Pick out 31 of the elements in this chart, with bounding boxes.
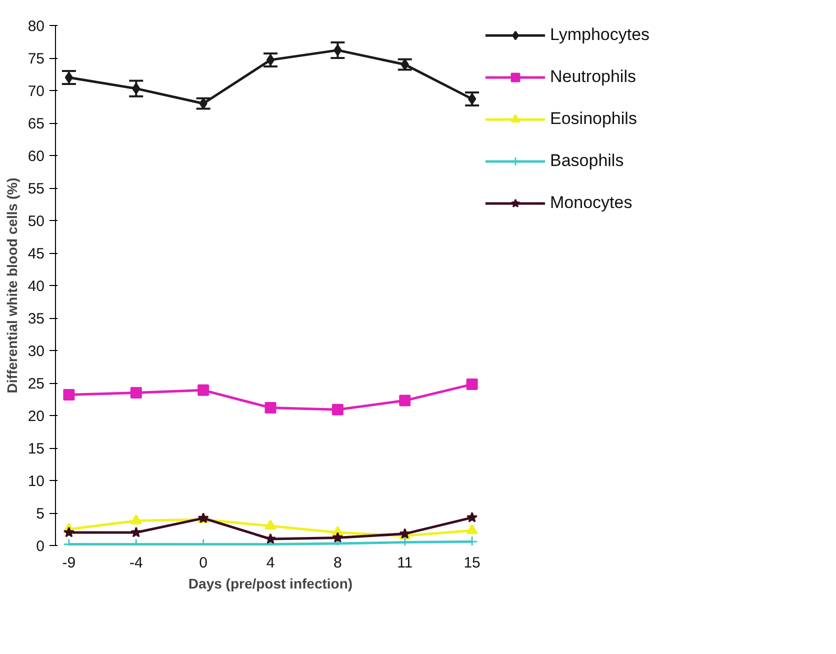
x-tick-label: 11 [397,554,413,572]
x-tick-label: 4 [266,554,275,572]
y-tick-label: 50 [28,213,45,230]
y-tick-label: 55 [28,180,45,198]
y-axis-title: Differential white blood cells (%) [4,178,20,394]
x-tick-label: 0 [199,554,208,572]
y-tick-label: 75 [28,50,45,68]
y-tick-label: 0 [36,538,44,555]
y-tick-label: 60 [28,148,45,165]
x-tick-label: -9 [62,554,76,572]
y-tick-label: 35 [28,310,45,328]
y-tick-label: 10 [28,473,45,490]
x-tick-label: -4 [129,554,143,572]
y-tick-label: 20 [28,408,45,425]
legend-label: Basophils [550,151,624,171]
y-tick-label: 15 [28,440,45,458]
y-tick-label: 25 [28,376,45,392]
y-tick-label: 80 [28,18,45,35]
y-tick-label: 5 [36,506,44,522]
legend-label: Lymphocytes [550,25,650,45]
x-tick-label: 8 [334,554,342,572]
legend-label: Eosinophils [550,109,637,129]
y-tick-label: 30 [28,343,45,360]
x-tick-label: 15 [464,554,480,572]
legend-label: Neutrophils [550,67,636,87]
y-tick-label: 40 [28,278,45,295]
y-tick-label: 65 [28,116,45,132]
x-axis-title: Days (pre/post infection) [188,576,353,592]
y-tick-label: 70 [28,83,45,100]
y-tick-label: 45 [28,246,45,262]
legend-label: Monocytes [550,193,632,213]
